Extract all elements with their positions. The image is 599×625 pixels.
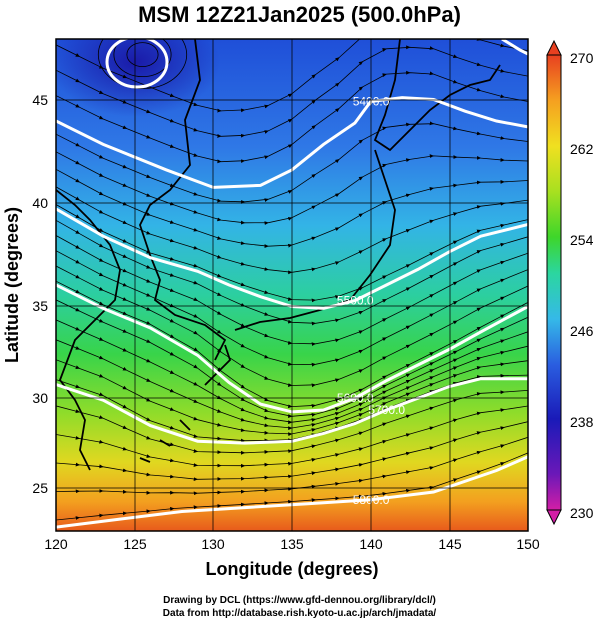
colorbar-tick-label: 262 xyxy=(570,141,594,157)
colorbar-tick-label: 254 xyxy=(570,232,594,248)
x-axis-label: Longitude (degrees) xyxy=(205,559,378,579)
y-tick-label: 25 xyxy=(32,480,48,496)
contour-line xyxy=(56,455,528,529)
low-circulation-streamline xyxy=(113,39,172,77)
contour-label: 5500.0 xyxy=(337,294,374,308)
colorbar-tick-label: 230 xyxy=(570,505,594,521)
x-tick-label: 150 xyxy=(516,536,540,552)
x-tick-label: 130 xyxy=(201,536,225,552)
corner-contour xyxy=(501,39,528,56)
credit-line-data: Data from http://database.rish.kyoto-u.a… xyxy=(162,608,437,619)
credits: Drawing by DCL (https://www.gfd-dennou.o… xyxy=(0,594,599,620)
y-axis-label: Latitude (degrees) xyxy=(2,207,22,363)
coastline xyxy=(56,39,501,471)
colorbar-tick-label: 270 xyxy=(570,50,594,66)
grid xyxy=(56,39,528,531)
colorbar-tick-label: 246 xyxy=(570,323,594,339)
contour-line xyxy=(56,207,528,310)
low-circulation-streamline xyxy=(97,39,188,89)
y-tick-label: 30 xyxy=(32,390,48,406)
x-tick-label: 135 xyxy=(280,536,304,552)
chart-title: MSM 12Z21Jan2025 (500.0hPa) xyxy=(138,2,461,27)
colorbar: 230 238 246 254 262 270 xyxy=(546,39,594,526)
contour-line xyxy=(56,377,528,445)
colorbar-ramp xyxy=(546,54,562,511)
credit-line-drawing: Drawing by DCL (https://www.gfd-dennou.o… xyxy=(163,595,436,606)
y-tick-label: 35 xyxy=(32,298,48,314)
x-tick-label: 145 xyxy=(438,536,462,552)
colorbar-max-arrow xyxy=(546,39,562,56)
low-contour xyxy=(105,39,169,89)
x-tick-label: 125 xyxy=(123,536,147,552)
contour-label: 5700.0 xyxy=(368,403,405,417)
y-tick-label: 45 xyxy=(32,92,48,108)
x-tick-label: 120 xyxy=(44,536,68,552)
x-axis: 120 125 130 135 140 145 150 Longitude (d… xyxy=(44,536,540,579)
y-tick-label: 40 xyxy=(32,195,48,211)
plot-frame xyxy=(55,38,529,532)
colorbar-min-arrow xyxy=(546,509,562,526)
contour-line xyxy=(56,283,528,414)
x-tick-label: 140 xyxy=(359,536,383,552)
low-circulation-streamline xyxy=(126,42,159,67)
y-axis: 25 30 35 40 45 Latitude (degrees) xyxy=(2,92,48,496)
contour-line xyxy=(56,96,528,189)
colorbar-tick-label: 238 xyxy=(570,414,594,430)
